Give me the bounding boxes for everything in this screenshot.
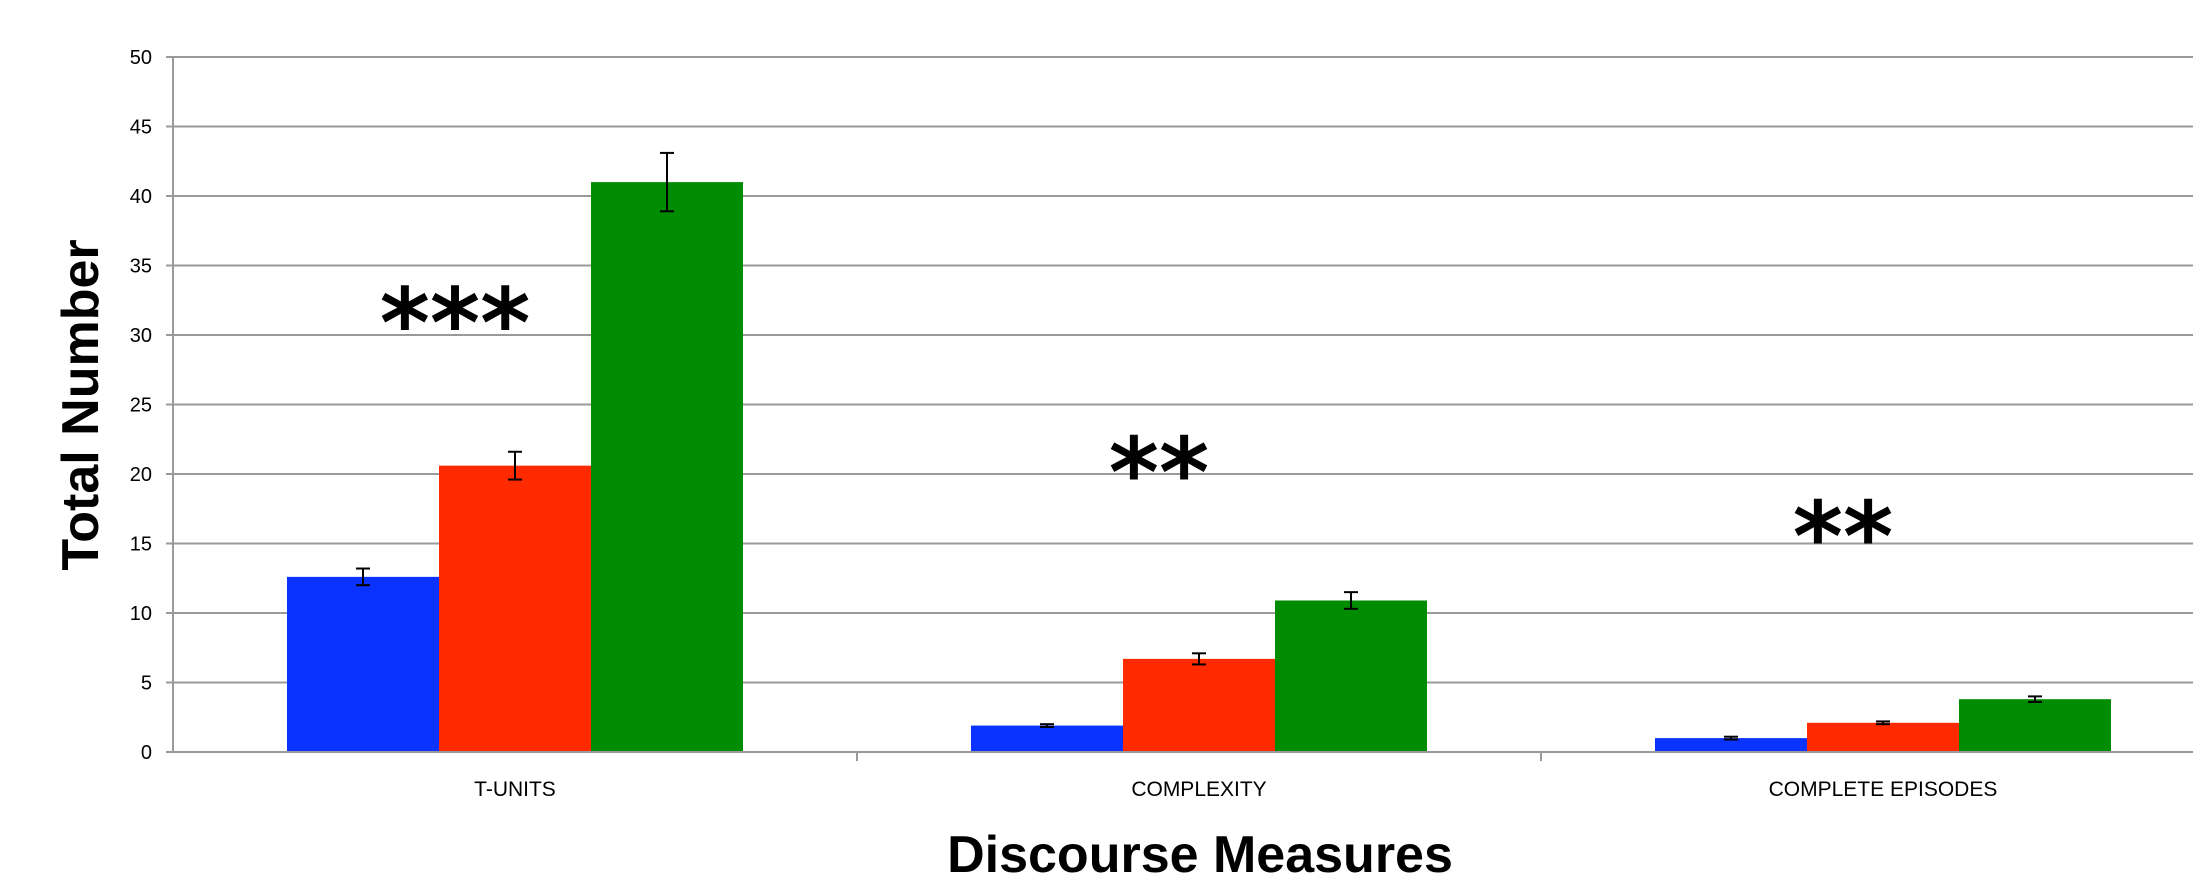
x-axis-categories: T-UNITS COMPLEXITY COMPLETE EPISODES xyxy=(474,778,1997,801)
significance-marker: ** xyxy=(1109,417,1209,529)
bar xyxy=(1275,600,1427,752)
bar xyxy=(591,182,743,753)
bar xyxy=(1807,722,1959,752)
y-tick-label: 15 xyxy=(130,534,152,556)
x-axis-title: Discourse Measures xyxy=(947,826,1453,880)
x-category-label: COMPLETE EPISODES xyxy=(1769,778,1998,801)
y-tick-label: 50 xyxy=(130,47,152,69)
bar xyxy=(971,725,1123,752)
y-tick-label: 25 xyxy=(130,395,152,417)
y-tick-label: 30 xyxy=(130,325,152,347)
significance-marker: *** xyxy=(380,268,531,380)
y-tick-label: 0 xyxy=(141,742,152,764)
x-category-label: T-UNITS xyxy=(474,778,556,801)
significance-marker: ** xyxy=(1793,481,1893,593)
y-tick-label: 10 xyxy=(130,603,152,625)
y-axis-title: Total Number xyxy=(52,239,110,570)
bar xyxy=(287,576,439,752)
y-tick-label: 20 xyxy=(130,464,152,486)
bars xyxy=(287,151,2111,753)
axes xyxy=(172,57,2193,761)
y-axis-ticks: 0 5 10 15 20 25 30 35 40 45 50 xyxy=(130,47,173,764)
significance-markers: ******* xyxy=(380,268,1894,593)
bar xyxy=(1655,738,1807,752)
y-tick-label: 5 xyxy=(141,673,152,695)
x-category-label: COMPLEXITY xyxy=(1131,778,1266,801)
y-tick-label: 45 xyxy=(130,117,152,139)
bar xyxy=(1959,699,2111,752)
bar xyxy=(439,465,591,752)
y-tick-label: 35 xyxy=(130,256,152,278)
y-tick-label: 40 xyxy=(130,186,152,208)
bar xyxy=(1123,658,1275,752)
